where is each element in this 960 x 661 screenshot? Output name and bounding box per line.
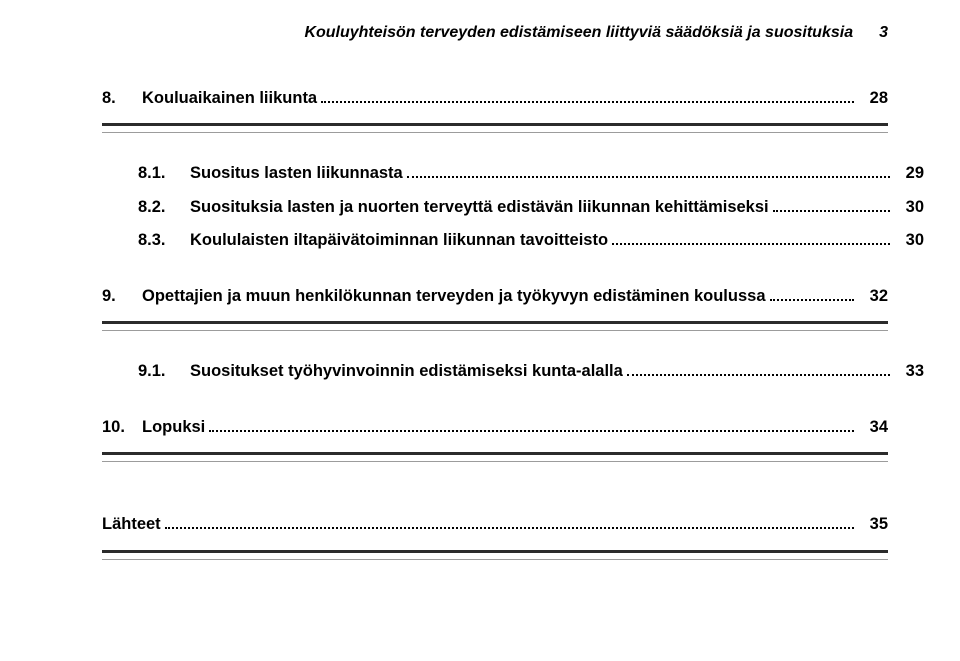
toc-label: Suositukset työhyvinvoinnin edistämiseks…	[190, 361, 623, 382]
toc-leader-dots	[627, 374, 890, 376]
toc-leader-dots	[612, 243, 890, 245]
toc-page: 30	[896, 230, 924, 251]
section-gap	[102, 492, 888, 514]
toc-page: 35	[860, 514, 888, 535]
section-gap	[102, 264, 888, 286]
toc-page: 29	[896, 163, 924, 184]
toc-sub-item: 8.2. Suosituksia lasten ja nuorten terve…	[102, 197, 924, 218]
toc-number: 9.	[102, 286, 142, 307]
toc-page: 33	[896, 361, 924, 382]
divider-light	[102, 330, 888, 331]
toc-label: Suosituksia lasten ja nuorten terveyttä …	[190, 197, 769, 218]
toc-number: 8.1.	[138, 163, 190, 184]
toc-label: Suositus lasten liikunnasta	[190, 163, 403, 184]
toc-page: 30	[896, 197, 924, 218]
toc-sub-item: 9.1. Suositukset työhyvinvoinnin edistäm…	[102, 361, 924, 382]
toc-sub-item: 8.1. Suositus lasten liikunnasta 29	[102, 163, 924, 184]
toc-leader-dots	[165, 527, 854, 529]
toc-section-10: 10. Lopuksi 34	[102, 417, 888, 438]
toc-number: 8.	[102, 88, 142, 109]
document-page: Kouluyhteisön terveyden edistämiseen lii…	[0, 0, 960, 630]
divider-light	[102, 132, 888, 133]
toc-number: 9.1.	[138, 361, 190, 382]
toc-page: 34	[860, 417, 888, 438]
divider-heavy	[102, 123, 888, 126]
section-gap	[102, 395, 888, 417]
page-header: Kouluyhteisön terveyden edistämiseen lii…	[102, 24, 888, 42]
toc-label: Koululaisten iltapäivätoiminnan liikunna…	[190, 230, 608, 251]
divider-light	[102, 461, 888, 462]
divider-heavy	[102, 550, 888, 553]
toc-sources: Lähteet 35	[102, 514, 888, 535]
toc-leader-dots	[770, 299, 854, 301]
toc-leader-dots	[321, 101, 854, 103]
header-page-number: 3	[879, 24, 888, 42]
header-title: Kouluyhteisön terveyden edistämiseen lii…	[304, 24, 853, 42]
toc-number: 8.3.	[138, 230, 190, 251]
toc-label: Lähteet	[102, 514, 161, 535]
toc-label: Opettajien ja muun henkilökunnan terveyd…	[142, 286, 766, 307]
divider-heavy	[102, 452, 888, 455]
toc-leader-dots	[209, 430, 854, 432]
toc-number: 8.2.	[138, 197, 190, 218]
toc-page: 32	[860, 286, 888, 307]
toc-page: 28	[860, 88, 888, 109]
toc-leader-dots	[407, 176, 890, 178]
toc-sub-item: 8.3. Koululaisten iltapäivätoiminnan lii…	[102, 230, 924, 251]
divider-light	[102, 559, 888, 560]
toc-number: 10.	[102, 417, 142, 438]
toc-section-9: 9. Opettajien ja muun henkilökunnan terv…	[102, 286, 888, 307]
toc-leader-dots	[773, 210, 890, 212]
toc-label: Lopuksi	[142, 417, 205, 438]
toc-section-8: 8. Kouluaikainen liikunta 28	[102, 88, 888, 109]
divider-heavy	[102, 321, 888, 324]
toc-label: Kouluaikainen liikunta	[142, 88, 317, 109]
